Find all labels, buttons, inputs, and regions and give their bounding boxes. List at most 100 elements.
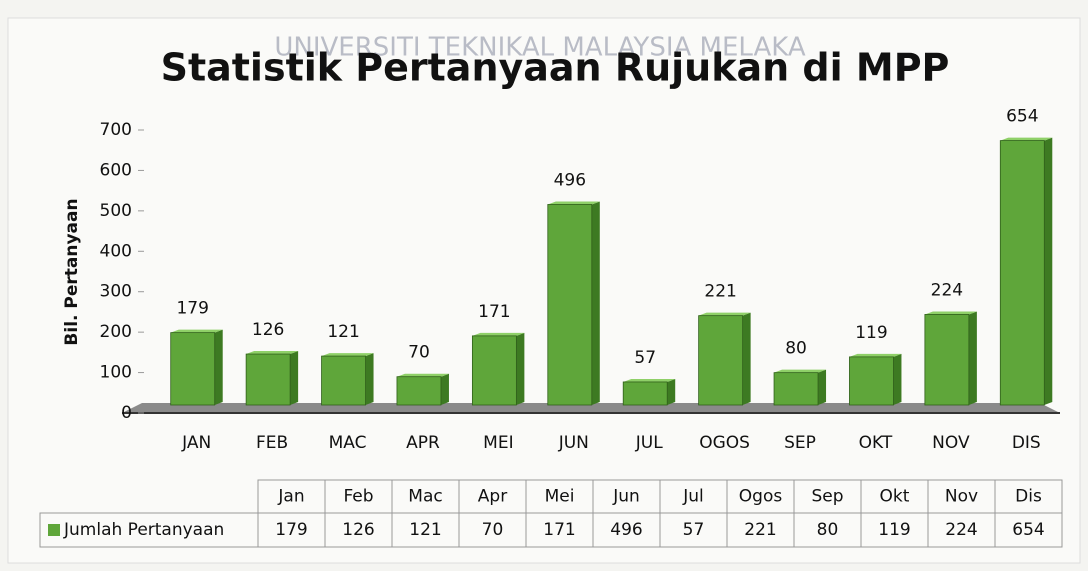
- x-tick-label: JUN: [558, 433, 589, 453]
- table-value: 57: [683, 520, 705, 540]
- bar-side: [214, 329, 223, 405]
- table-value: 121: [409, 520, 441, 540]
- bar-top: [170, 329, 223, 333]
- y-tick-label: 100: [100, 363, 132, 383]
- bar-side: [1044, 137, 1053, 405]
- value-label: 496: [554, 170, 586, 190]
- bar-side: [365, 353, 374, 405]
- table-header: Mac: [408, 487, 442, 507]
- bar-side: [968, 311, 977, 405]
- bar: [547, 204, 593, 406]
- legend-swatch: [48, 524, 60, 536]
- table-cell: [994, 512, 1063, 548]
- bar-side: [667, 378, 676, 405]
- y-tick-label: 0: [121, 403, 132, 423]
- x-tick-label: JAN: [181, 433, 211, 453]
- y-tick-label: 300: [100, 282, 132, 302]
- bar-side: [818, 369, 827, 405]
- table-value: 70: [482, 520, 504, 540]
- value-label: 121: [327, 322, 359, 342]
- x-tick-label: JUL: [635, 433, 663, 453]
- bar-side: [742, 312, 751, 405]
- legend-label: Jumlah Pertanyaan: [63, 520, 224, 540]
- y-tick-label: 500: [100, 201, 132, 221]
- bar-top: [924, 311, 977, 315]
- table-header: Jun: [612, 487, 640, 507]
- value-label: 171: [478, 302, 510, 322]
- bar-side: [290, 351, 299, 405]
- table-header: Okt: [880, 487, 910, 507]
- y-tick-label: 600: [100, 160, 132, 180]
- bar-top: [623, 378, 676, 382]
- bar-top: [547, 201, 600, 205]
- x-tick-label: OKT: [859, 433, 893, 453]
- floor: [122, 403, 1060, 413]
- x-tick-label: FEB: [256, 433, 288, 453]
- bar: [773, 372, 819, 406]
- y-axis-label: Bil. Pertanyaan: [62, 198, 82, 345]
- bar: [245, 353, 291, 406]
- table-value: 224: [945, 520, 977, 540]
- table-header: Mei: [545, 487, 575, 507]
- table-value: 221: [744, 520, 776, 540]
- bar-top: [246, 351, 299, 355]
- bar: [471, 335, 517, 406]
- value-label: 179: [176, 299, 208, 319]
- bar-top: [698, 312, 751, 316]
- y-tick-label: 200: [100, 322, 132, 342]
- table-value: 80: [817, 520, 839, 540]
- value-label: 126: [252, 320, 284, 340]
- bar-top: [472, 332, 525, 336]
- value-label: 80: [785, 339, 807, 359]
- table-value: 654: [1012, 520, 1044, 540]
- bar: [321, 355, 366, 406]
- bar: [170, 332, 216, 406]
- x-tick-label: DIS: [1012, 433, 1041, 453]
- x-tick-label: NOV: [932, 433, 970, 453]
- table-header: Apr: [478, 487, 507, 507]
- bar-top: [1000, 137, 1053, 141]
- bar: [999, 140, 1045, 406]
- bar: [622, 381, 668, 406]
- table-value: 171: [543, 520, 575, 540]
- bar-top: [396, 373, 449, 377]
- table-header: Jul: [682, 487, 704, 507]
- bar-side: [893, 353, 902, 405]
- value-label: 119: [855, 323, 887, 343]
- x-tick-label: APR: [406, 433, 440, 453]
- value-label: 57: [634, 348, 656, 368]
- bar-side: [440, 373, 449, 405]
- watermark: UNIVERSITI TEKNIKAL MALAYSIA MELAKA: [274, 33, 806, 63]
- bar-side: [516, 332, 525, 405]
- table-value: 126: [342, 520, 374, 540]
- bar-top: [774, 369, 827, 373]
- value-label: 221: [704, 282, 736, 302]
- chart-frame: [7, 17, 1081, 564]
- x-tick-label: OGOS: [699, 433, 750, 453]
- table-header: Sep: [811, 487, 843, 507]
- y-tick-label: 700: [100, 120, 132, 140]
- table-header: Feb: [343, 487, 373, 507]
- x-tick-label: MAC: [329, 433, 367, 453]
- bar: [849, 356, 894, 406]
- x-tick-label: MEI: [483, 433, 513, 453]
- table-header: Ogos: [739, 487, 783, 507]
- table-value: 119: [878, 520, 910, 540]
- x-tick-label: SEP: [784, 433, 816, 453]
- table-header: Dis: [1015, 487, 1042, 507]
- table-header: Nov: [945, 487, 978, 507]
- bar-top: [849, 353, 902, 357]
- chart-title: Statistik Pertanyaan Rujukan di MPP: [161, 46, 950, 90]
- table-header: Jan: [277, 487, 304, 507]
- bar: [396, 376, 442, 406]
- table-value: 179: [275, 520, 307, 540]
- bar: [698, 315, 744, 406]
- bar-side: [591, 201, 600, 405]
- value-label: 224: [931, 280, 963, 300]
- table-value: 496: [610, 520, 642, 540]
- value-label: 654: [1006, 107, 1038, 127]
- bar-top: [321, 353, 374, 357]
- y-tick-label: 400: [100, 241, 132, 261]
